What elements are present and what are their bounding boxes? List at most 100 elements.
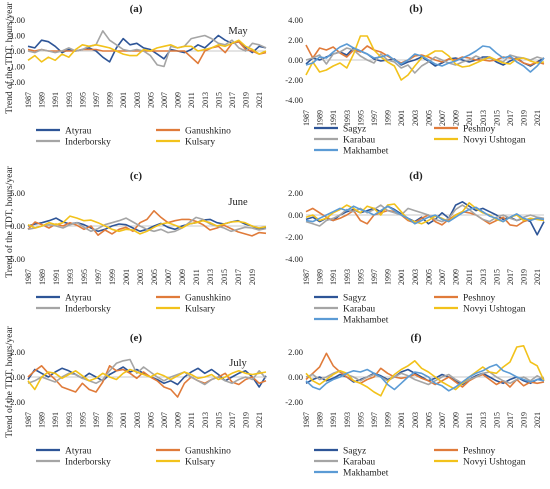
x-tick-label: 2017: [506, 110, 515, 126]
x-tick-label: 2005: [146, 92, 155, 108]
y-tick-label: 1.00: [10, 31, 25, 41]
x-tick-label: 2011: [465, 269, 474, 285]
x-tick-label: 1987: [24, 269, 33, 285]
x-tick-label: 2001: [119, 92, 128, 108]
y-tick-label: -2.00: [285, 75, 303, 85]
x-tick-label: 2013: [479, 269, 488, 285]
x-tick-label: 1997: [370, 412, 379, 428]
y-tick-label: 0.00: [288, 372, 303, 382]
y-tick-label: 2.00: [288, 188, 303, 198]
x-tick-label: 2015: [492, 269, 501, 285]
series-line-inderborsky: [27, 216, 267, 234]
series-line-kulsary: [27, 39, 267, 63]
x-tick-label: 2011: [465, 110, 474, 126]
x-tick-label: 2013: [201, 412, 210, 428]
x-tick-label: 2011: [187, 92, 196, 108]
series-line-inderborsky: [27, 30, 267, 68]
y-axis-title-c: Trend of the TDT, hours/year: [4, 165, 15, 277]
x-tick-label: 1989: [38, 269, 47, 285]
month-annotation: June: [228, 197, 248, 208]
x-tick-label: 2011: [465, 412, 474, 428]
chart-panel-e: (e) July 2.00 0.00 -2.00 1987 1989 1991 1993 1995…: [7, 332, 267, 468]
x-tick-label: 1995: [78, 412, 87, 428]
x-tick-label: 1993: [65, 412, 74, 428]
legend-label: Inderborsky: [65, 138, 111, 148]
y-tick-label: 2.00: [288, 35, 303, 45]
legend-label: Karabau: [343, 458, 375, 468]
x-tick-label: 2005: [424, 269, 433, 285]
legend-label: Makhambet: [343, 469, 389, 479]
x-tick-label: 2003: [411, 269, 420, 285]
month-annotation: July: [229, 358, 247, 369]
legend-label: Ganushkino: [185, 127, 231, 137]
x-tick-label: 2007: [438, 269, 447, 285]
series-line-makhambet: [305, 363, 545, 392]
x-tick-label: 2013: [201, 92, 210, 108]
legend-label: Sagyz: [343, 447, 366, 457]
legend-label: Kulsary: [185, 305, 215, 315]
x-tick-label: 2009: [452, 412, 461, 428]
x-tick-label: 2017: [228, 92, 237, 108]
x-tick-label: 1993: [65, 92, 74, 108]
x-tick-label: 1995: [356, 412, 365, 428]
x-tick-label: 1995: [356, 110, 365, 126]
y-tick-label: -5.00: [7, 254, 25, 264]
y-tick-label: 5.00: [10, 188, 25, 198]
x-tick-label: 2015: [214, 412, 223, 428]
x-tick-label: 2021: [533, 269, 542, 285]
series-line-karabau: [305, 47, 545, 74]
x-tick-label: 2009: [178, 269, 187, 285]
x-tick-label: 1999: [384, 412, 393, 428]
x-tick-label: 2003: [136, 269, 145, 285]
x-tick-label: 1987: [302, 110, 311, 126]
legend-label: Karabau: [343, 136, 375, 146]
y-tick-label: 2.00: [288, 347, 303, 357]
legend-label: Makhambet: [343, 147, 389, 157]
series-line-peshnoy: [305, 207, 545, 227]
x-tick-label: 1987: [24, 92, 33, 108]
x-tick-label: 2019: [520, 110, 529, 126]
y-tick-label: -2.00: [7, 77, 25, 87]
y-tick-label: -2.00: [285, 232, 303, 242]
panel-label: (c): [130, 170, 143, 182]
series-line-makhambet: [305, 205, 545, 225]
x-tick-label: 2009: [452, 269, 461, 285]
series-line-novyi-ushtogan: [305, 344, 545, 397]
x-tick-label: 2001: [397, 110, 406, 126]
legend-label: Inderborsky: [65, 458, 111, 468]
y-tick-label: 4.00: [288, 15, 303, 25]
x-tick-label: 1997: [94, 269, 103, 285]
chart-panel-b: (b) 4.00 2.00 0.00 -2.00 -4.00 1987 1989 1991 199…: [285, 3, 545, 157]
x-tick-label: 2009: [452, 110, 461, 126]
x-tick-label: 2017: [506, 412, 515, 428]
x-tick-label: 1993: [66, 269, 75, 285]
legend-label: Karabau: [343, 305, 375, 315]
chart-panel-a: (a) May 2.00 1.00 0.00 -1.00 -2.00 1987 1989 1991…: [7, 3, 267, 148]
x-tick-label: 2019: [520, 269, 529, 285]
x-tick-label: 1987: [302, 269, 311, 285]
x-tick-label: 2005: [150, 269, 159, 285]
x-tick-label: 1997: [370, 110, 379, 126]
x-tick-label: 2007: [438, 412, 447, 428]
x-tick-label: 1999: [384, 269, 393, 285]
x-tick-label: 1991: [51, 412, 60, 428]
x-tick-label: 2017: [506, 269, 515, 285]
x-tick-label: 2005: [146, 412, 155, 428]
legend-label: Atyrau: [65, 294, 92, 304]
x-tick-label: 1997: [92, 412, 101, 428]
x-tick-label: 1991: [51, 92, 60, 108]
x-tick-label: 2001: [119, 412, 128, 428]
legend-label: Atyrau: [65, 447, 92, 457]
legend-label: Ganushkino: [185, 294, 231, 304]
x-tick-label: 2001: [397, 269, 406, 285]
legend-label: Peshnoy: [463, 294, 495, 304]
x-tick-label: 2021: [255, 92, 264, 108]
y-tick-label: -4.00: [285, 254, 303, 264]
y-tick-label: 0.00: [10, 221, 25, 231]
series-line-atyrau: [27, 34, 267, 63]
x-tick-label: 2005: [424, 412, 433, 428]
x-tick-label: 1995: [80, 269, 89, 285]
y-tick-label: 2.00: [10, 347, 25, 357]
x-tick-label: 1997: [370, 269, 379, 285]
legend-label: Peshnoy: [463, 447, 495, 457]
